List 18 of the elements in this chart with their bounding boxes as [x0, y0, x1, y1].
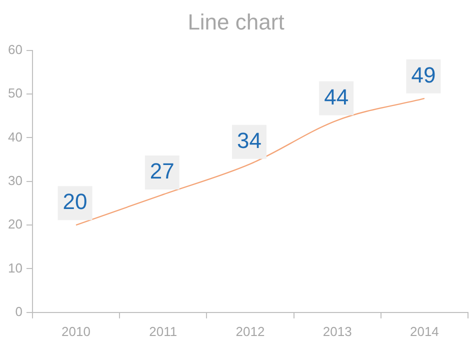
y-tick-label: 20	[8, 216, 22, 232]
x-tick-label: 2013	[322, 324, 352, 339]
chart-title: Line chart	[188, 9, 284, 34]
x-tick-label: 2011	[149, 324, 178, 339]
x-tick-label: 2014	[410, 324, 439, 339]
y-tick-label: 10	[8, 260, 22, 276]
y-tick-label: 0	[15, 304, 22, 319]
data-label: 49	[411, 62, 436, 88]
y-tick-label: 60	[8, 42, 22, 57]
y-tick-label: 40	[8, 129, 22, 144]
data-label: 20	[62, 189, 88, 214]
data-label: 27	[150, 158, 174, 184]
x-tick-label: 2012	[236, 324, 265, 339]
x-tick-label: 2010	[62, 324, 90, 339]
data-label: 44	[324, 84, 349, 110]
y-tick-label: 50	[8, 86, 22, 101]
data-label: 34	[236, 128, 262, 153]
y-tick-label: 30	[8, 172, 22, 188]
